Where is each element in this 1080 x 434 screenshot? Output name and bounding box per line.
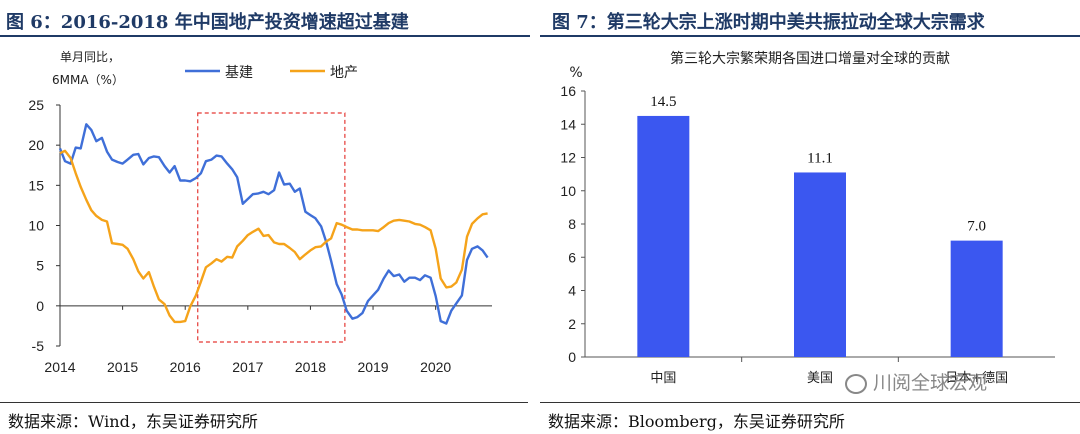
bar-data-label: 11.1 (807, 150, 833, 166)
legend-label: 地产 (330, 65, 358, 81)
y-tick-label: 10 (560, 183, 576, 199)
y-tick-label: 16 (560, 83, 576, 99)
wechat-icon (845, 373, 867, 394)
y-tick-label: 0 (568, 349, 576, 365)
x-tick-label: 2014 (44, 359, 75, 375)
x-category-label: 中国 (650, 371, 676, 386)
x-category-label: 美国 (807, 371, 833, 386)
x-category-label: 日本+德国 (945, 371, 1008, 386)
left-chart-panel: 图 6：2016-2018 年中国地产投资增速超过基建 单月同比， 6MMA（%）… (0, 0, 530, 434)
y-tick-label: 20 (28, 137, 44, 153)
series-line-infrastructure (58, 123, 489, 325)
x-tick-label: 2019 (357, 359, 388, 375)
x-tick-label: 2020 (420, 359, 451, 375)
legend-label: 基建 (225, 64, 253, 81)
x-tick-label: 2015 (107, 359, 138, 375)
y-tick-label: 12 (560, 150, 576, 166)
y-tick-label: 4 (568, 283, 576, 299)
watermark-text: 川阅全球宏观 (873, 372, 988, 394)
right-source-text: 数据来源：Bloomberg，东吴证券研究所 (548, 412, 845, 431)
right-chart-panel: 图 7：第三轮大宗上涨时期中美共振拉动全球大宗需求 第三轮大宗繁荣期各国进口增量… (540, 0, 1080, 434)
y-tick-label: -5 (32, 338, 45, 354)
y-tick-label: 8 (568, 216, 576, 232)
y-axis-label-line1: 单月同比， (60, 50, 120, 64)
bar-1 (637, 115, 690, 357)
y-axis-unit-label: % (569, 65, 582, 81)
x-tick-label: 2017 (232, 359, 263, 375)
y-tick-label: 0 (36, 298, 44, 314)
bar-3 (950, 240, 1003, 357)
y-tick-label: 6 (568, 249, 576, 265)
watermark: 川阅全球宏观 (845, 368, 987, 395)
x-tick-label: 2016 (170, 359, 201, 375)
series-line-real-estate (59, 149, 488, 324)
line-chart: 单月同比， 6MMA（%） -5 0 5 10 15 20 25 2014 2015 2016 2017… (28, 50, 492, 375)
bar-chart-subtitle: 第三轮大宗繁荣期各国进口增量对全球的贡献 (670, 50, 950, 67)
left-source-text: 数据来源：Wind，东吴证券研究所 (8, 412, 258, 431)
y-tick-label: 25 (28, 97, 44, 113)
bar-data-label: 7.0 (967, 219, 986, 235)
left-source-bar: 数据来源：Wind，东吴证券研究所 (0, 402, 528, 433)
y-tick-label: 2 (568, 316, 576, 332)
right-chart-title: 图 7：第三轮大宗上涨时期中美共振拉动全球大宗需求 (552, 12, 985, 33)
y-axis-label-line2: 6MMA（%） (52, 73, 124, 87)
left-chart-title: 图 6：2016-2018 年中国地产投资增速超过基建 (6, 12, 409, 33)
bar-data-label: 14.5 (650, 94, 676, 110)
left-chart-title-bar: 图 6：2016-2018 年中国地产投资增速超过基建 (0, 3, 530, 37)
y-tick-label: 5 (36, 258, 44, 274)
right-source-bar: 数据来源：Bloomberg，东吴证券研究所 (540, 402, 1080, 433)
y-tick-label: 10 (28, 218, 44, 234)
y-tick-label: 15 (28, 177, 44, 193)
bar-chart: 第三轮大宗繁荣期各国进口增量对全球的贡献% 0 2 4 6 8 10 12 14 16 14.5 中国… (560, 50, 1055, 386)
x-tick-label: 2018 (295, 359, 326, 375)
bar-2 (794, 172, 846, 357)
y-tick-label: 14 (560, 116, 576, 132)
right-chart-title-bar: 图 7：第三轮大宗上涨时期中美共振拉动全球大宗需求 (540, 3, 1080, 37)
highlight-box (197, 112, 346, 343)
